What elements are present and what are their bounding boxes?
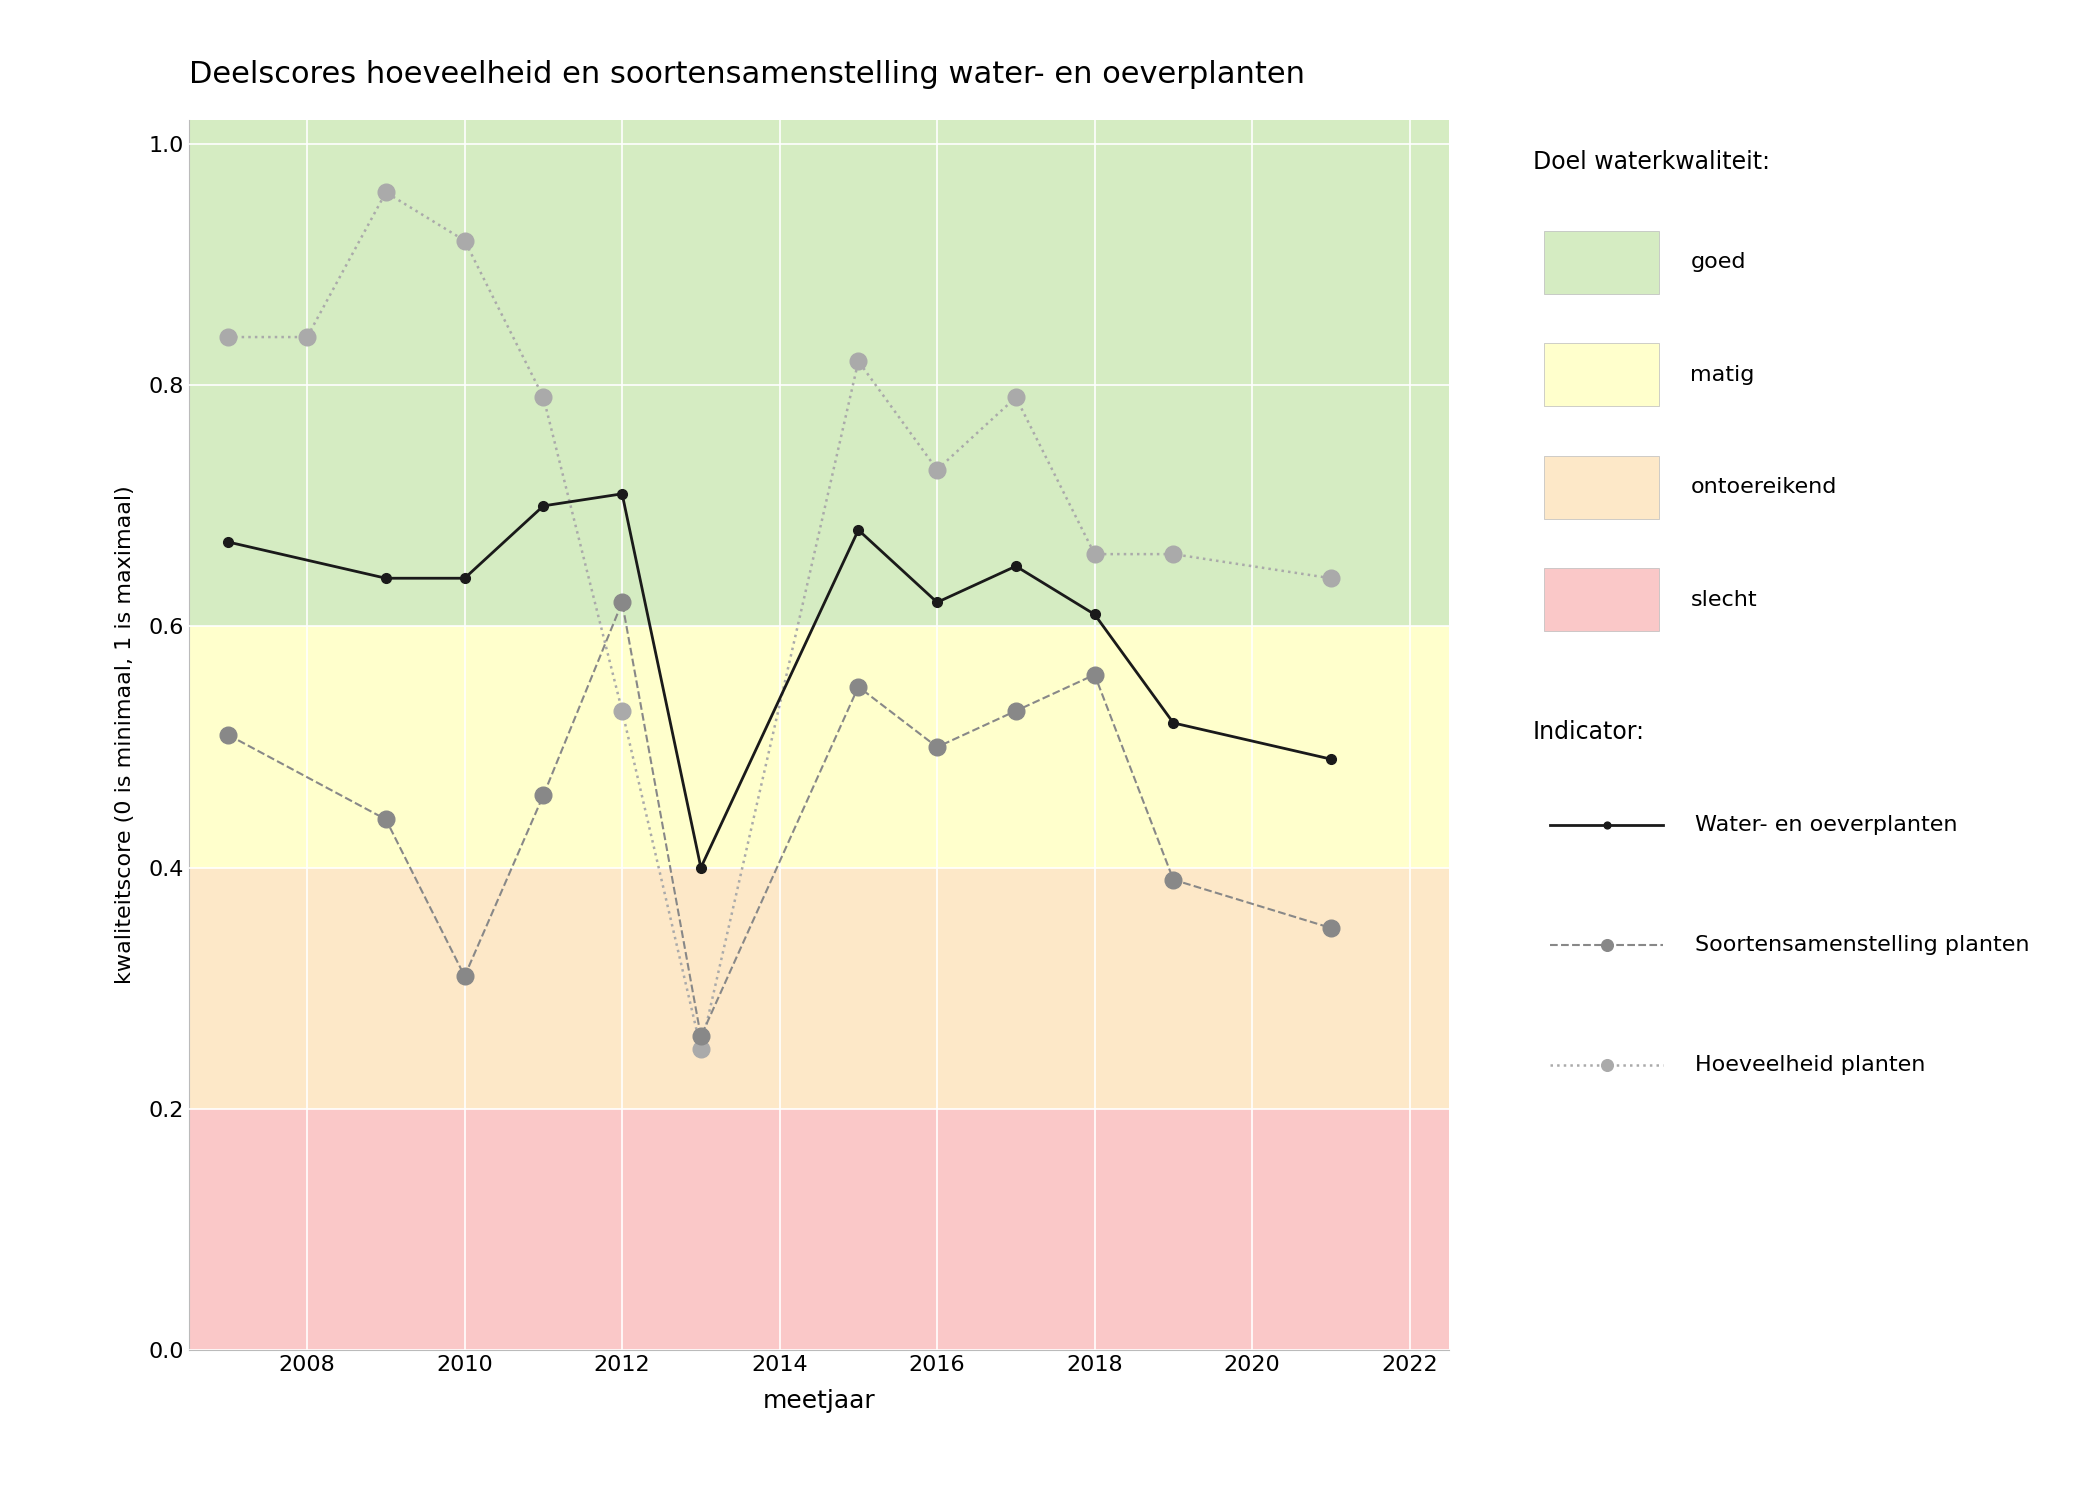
- Text: Soortensamenstelling planten: Soortensamenstelling planten: [1695, 934, 2029, 956]
- Text: matig: matig: [1690, 364, 1756, 384]
- Y-axis label: kwaliteitscore (0 is minimaal, 1 is maximaal): kwaliteitscore (0 is minimaal, 1 is maxi…: [116, 486, 134, 984]
- Bar: [189, 627, 1449, 867]
- Text: Doel waterkwaliteit:: Doel waterkwaliteit:: [1533, 150, 1770, 174]
- Text: Indicator:: Indicator:: [1533, 720, 1644, 744]
- Text: slecht: slecht: [1690, 590, 1758, 609]
- Text: Water- en oeverplanten: Water- en oeverplanten: [1695, 815, 1957, 836]
- Text: goed: goed: [1690, 252, 1745, 272]
- Text: Deelscores hoeveelheid en soortensamenstelling water- en oeverplanten: Deelscores hoeveelheid en soortensamenst…: [189, 60, 1304, 88]
- Bar: [189, 1108, 1449, 1350]
- Text: ontoereikend: ontoereikend: [1690, 477, 1838, 496]
- Text: Hoeveelheid planten: Hoeveelheid planten: [1695, 1054, 1926, 1076]
- Bar: [189, 867, 1449, 1108]
- Bar: [189, 120, 1449, 627]
- X-axis label: meetjaar: meetjaar: [762, 1389, 876, 1413]
